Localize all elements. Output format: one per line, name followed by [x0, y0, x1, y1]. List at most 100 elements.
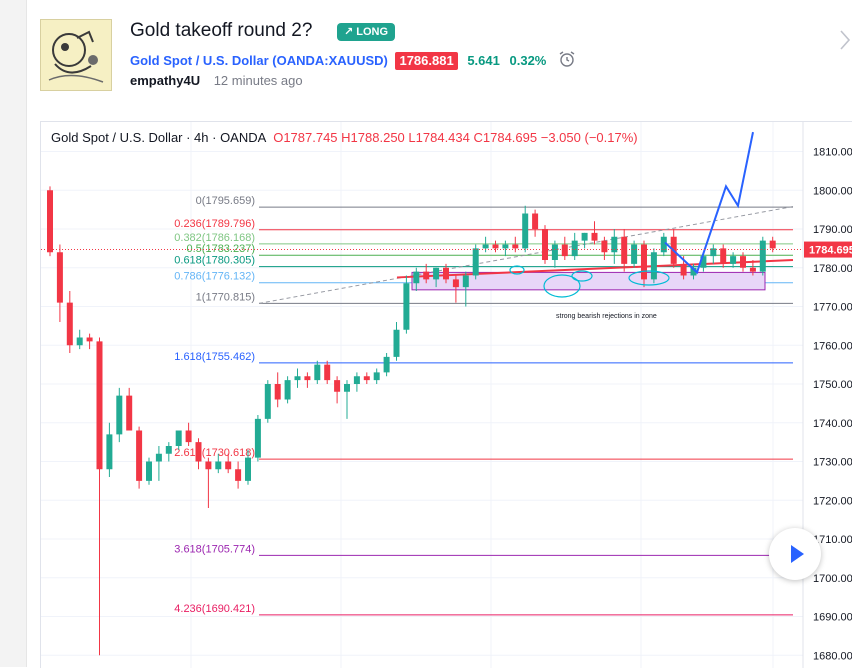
candle-body: [215, 461, 222, 470]
candle: [363, 372, 370, 384]
candle-body: [720, 248, 727, 264]
candle-body: [126, 395, 133, 431]
candle-body: [185, 430, 192, 443]
chart-panel[interactable]: 0(1795.659) 0.236(1789.796) 0.382(1786.168…: [40, 121, 852, 668]
candle-body: [591, 232, 598, 241]
candle-body: [482, 244, 489, 249]
fib-level-label: 0(1795.659): [196, 195, 255, 207]
fib-level-label: 0.236(1789.796): [174, 218, 255, 230]
candle: [452, 275, 459, 303]
candle-body: [462, 275, 469, 288]
candle-body: [581, 232, 588, 241]
candle-body: [294, 376, 301, 381]
candle-body: [769, 240, 776, 249]
candle-body: [136, 430, 143, 481]
last-price-label: 1784.695: [809, 245, 852, 257]
candle-body: [254, 418, 261, 458]
candle: [116, 387, 123, 443]
candle-body: [542, 229, 548, 260]
chart-legend: Gold Spot / U.S. Dollar · 4h · OANDA O17…: [51, 130, 638, 145]
trendline-support: [396, 259, 794, 279]
candle-body: [621, 236, 628, 264]
candle-body: [314, 364, 321, 381]
candle: [274, 372, 281, 408]
candle-body: [363, 376, 370, 381]
candle: [660, 232, 667, 257]
candle: [264, 380, 271, 423]
candle: [195, 438, 202, 470]
candle-body: [561, 244, 568, 257]
candle-body: [512, 244, 519, 249]
candle-body: [522, 213, 529, 249]
candle-body: [650, 252, 657, 280]
long-badge: ↗ LONG: [337, 23, 396, 41]
play-button[interactable]: [769, 528, 821, 580]
author-avatar[interactable]: [40, 19, 112, 91]
price-change-percent: 0.32%: [509, 52, 547, 68]
legend-symbol: Gold Spot / U.S. Dollar · 4h · OANDA: [51, 130, 266, 145]
candle-body: [571, 240, 578, 257]
candle: [502, 240, 509, 257]
candle-body: [106, 434, 113, 470]
candle-body: [611, 236, 618, 253]
candle-body: [116, 395, 123, 435]
legend-high: H1788.250: [341, 130, 405, 145]
price-axis-tick: 1750.000: [813, 379, 852, 391]
candle-body: [47, 190, 53, 253]
candle: [136, 426, 143, 489]
price-axis-tick: 1790.000: [813, 224, 852, 236]
symbol-code: (OANDA:XAUUSD): [272, 52, 388, 68]
candle-body: [492, 244, 499, 249]
candle-body: [551, 244, 558, 260]
candle-body: [353, 376, 360, 384]
author-name[interactable]: empathy4U: [130, 73, 201, 88]
fib-level-label: 3.618(1705.774): [174, 543, 255, 555]
candle-body: [749, 267, 756, 272]
fib-level-label: 1(1770.815): [196, 291, 255, 303]
candle: [175, 430, 182, 450]
candle: [433, 267, 440, 288]
candle: [413, 267, 420, 291]
legend-low: L1784.434: [408, 130, 470, 145]
rejection-circle: [509, 265, 525, 275]
candle: [443, 263, 449, 284]
candle: [245, 449, 251, 485]
candle-body: [452, 279, 459, 288]
current-price: 1786.881: [395, 51, 458, 70]
candle: [403, 275, 410, 334]
candle-body: [413, 271, 420, 284]
rejection-circle: [628, 270, 670, 286]
candle: [76, 329, 83, 350]
price-axis-tick: 1690.000: [813, 612, 852, 624]
candle: [324, 360, 331, 384]
candle: [254, 415, 261, 462]
candle: [591, 221, 598, 245]
candle-body: [96, 341, 103, 470]
candle: [720, 244, 727, 268]
candle: [561, 236, 568, 260]
fib-level-label: 1.618(1755.462): [174, 351, 255, 363]
candle: [551, 240, 558, 268]
chevron-right-icon[interactable]: [838, 28, 852, 57]
candle: [235, 461, 242, 489]
candle-body: [443, 267, 449, 280]
symbol-link[interactable]: Gold Spot / U.S. Dollar (OANDA:XAUUSD): [130, 53, 391, 68]
price-axis-tick: 1770.000: [813, 302, 852, 314]
candle: [304, 372, 311, 388]
candle-body: [373, 372, 380, 381]
symbol-name: Gold Spot / U.S. Dollar: [130, 52, 269, 68]
candle: [353, 372, 360, 392]
candle: [205, 457, 212, 508]
candle: [710, 244, 717, 264]
candle-body: [700, 256, 707, 268]
alarm-clock-icon[interactable]: [558, 50, 576, 73]
legend-ohlc: O1787.745 H1788.250 L1784.434 C1784.695 …: [273, 130, 637, 145]
candle: [462, 271, 469, 307]
price-axis-tick: 1680.000: [813, 650, 852, 662]
fib-level-label: 2.618(1730.618): [174, 447, 255, 459]
candle: [423, 263, 430, 284]
published-time: 12 minutes ago: [213, 73, 303, 88]
price-chart[interactable]: 0(1795.659) 0.236(1789.796) 0.382(1786.168…: [41, 122, 852, 668]
symbol-line: Gold Spot / U.S. Dollar (OANDA:XAUUSD) 1…: [130, 50, 576, 70]
fib-level-label: 0.786(1776.132): [174, 271, 255, 283]
